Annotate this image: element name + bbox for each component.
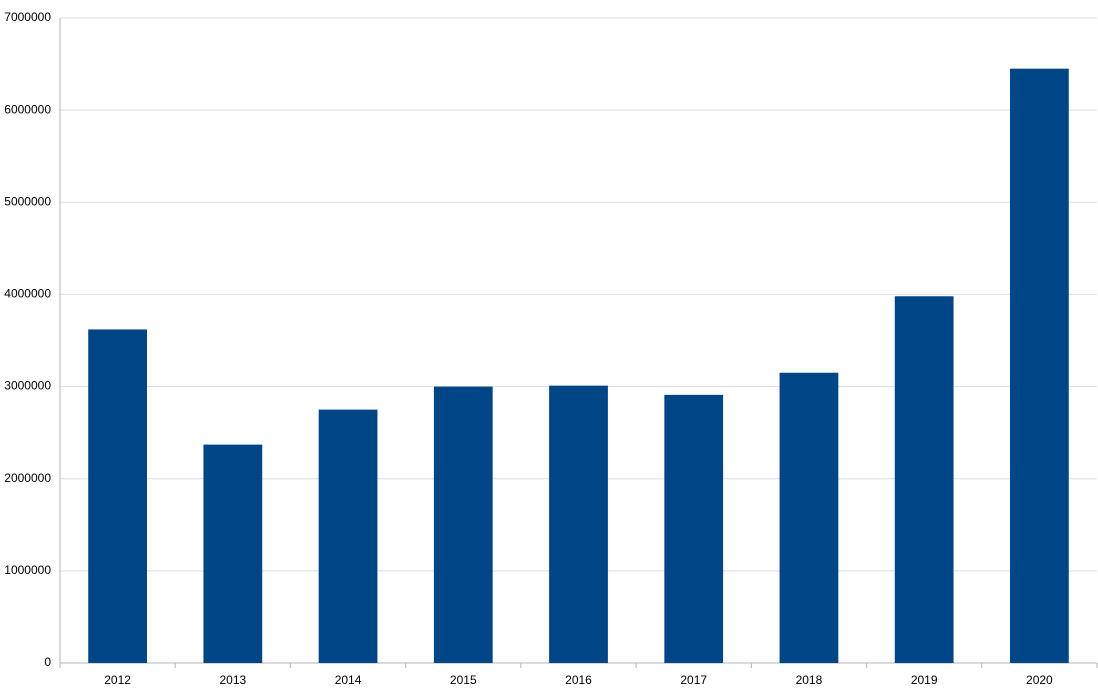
- y-tick-label: 0: [44, 655, 51, 669]
- y-tick-label: 1000000: [4, 563, 51, 577]
- bar: [664, 394, 724, 663]
- x-tick-label: 2019: [911, 673, 938, 687]
- bar: [88, 329, 147, 663]
- y-tick-label: 3000000: [4, 379, 51, 393]
- y-tick-label: 6000000: [4, 102, 51, 116]
- x-tick-label: 2012: [104, 673, 131, 687]
- x-tick-label: 2016: [565, 673, 592, 687]
- bar: [549, 385, 608, 663]
- x-tick-label: 2017: [680, 673, 707, 687]
- bar: [1010, 68, 1069, 663]
- y-tick-label: 5000000: [4, 194, 51, 208]
- y-tick-label: 7000000: [4, 10, 51, 24]
- bar: [318, 409, 378, 663]
- bar: [779, 372, 839, 663]
- x-tick-label: 2014: [335, 673, 362, 687]
- bar: [203, 444, 263, 663]
- x-tick-label: 2018: [796, 673, 823, 687]
- bar: [433, 386, 493, 663]
- bar: [894, 296, 954, 663]
- x-tick-label: 2013: [219, 673, 246, 687]
- y-tick-label: 4000000: [4, 287, 51, 301]
- y-tick-label: 2000000: [4, 471, 51, 485]
- x-tick-label: 2015: [450, 673, 477, 687]
- x-tick-label: 2020: [1026, 673, 1053, 687]
